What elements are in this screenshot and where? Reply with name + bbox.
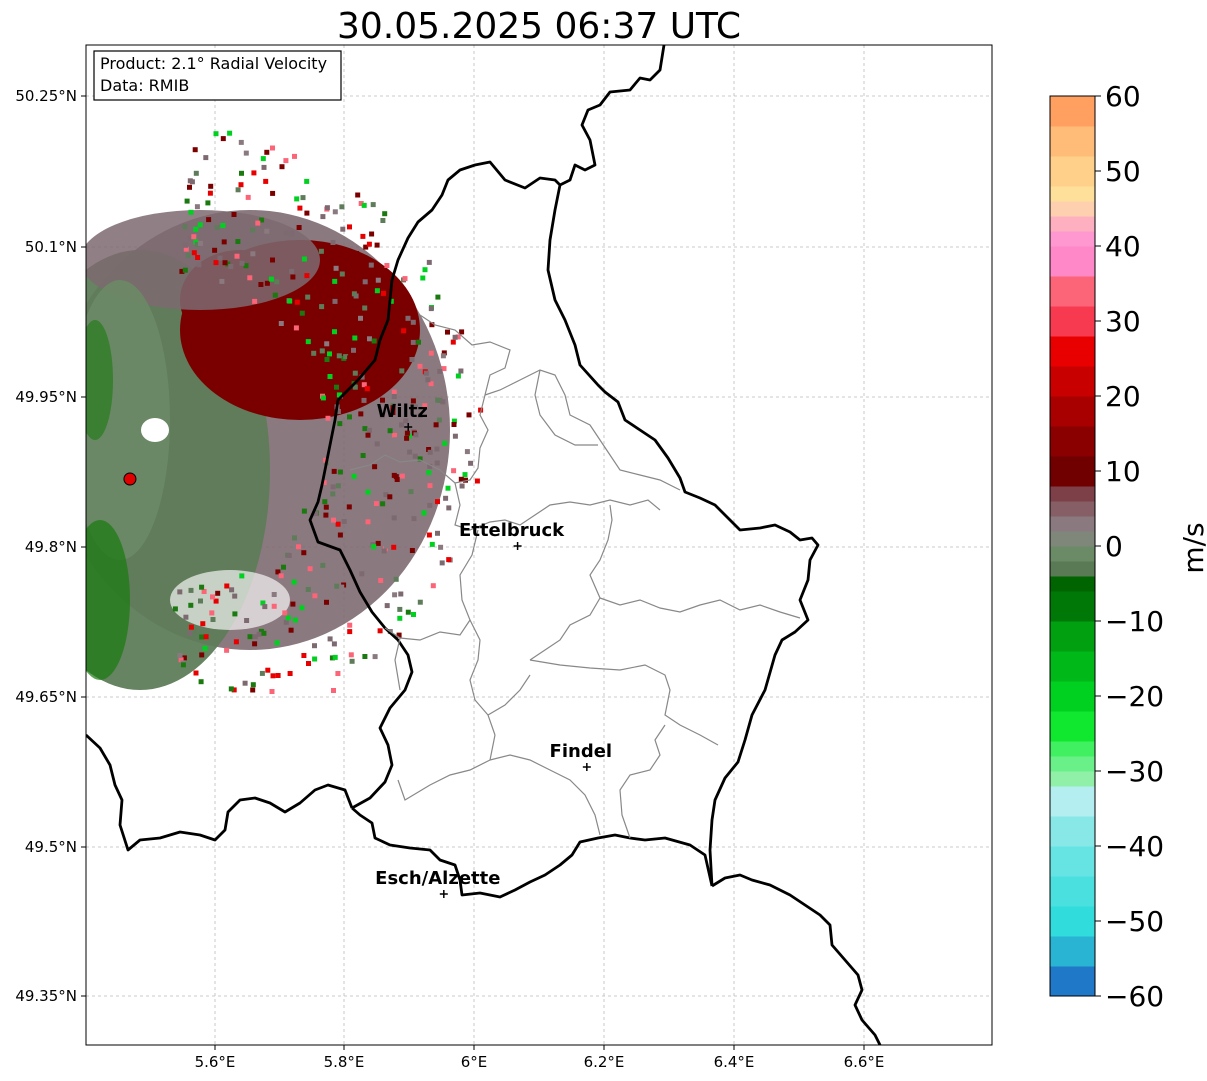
colorbar-tick-label: 60 xyxy=(1105,80,1141,113)
colorbar-swatch xyxy=(1050,756,1095,772)
colorbar-swatch xyxy=(1050,216,1095,232)
x-tick-label: 6°E xyxy=(461,1053,488,1071)
colorbar-swatch xyxy=(1050,591,1095,622)
colorbar-scale xyxy=(1050,96,1095,997)
y-tick-label: 49.65°N xyxy=(15,688,77,706)
x-axis: 5.6°E 5.8°E 6°E 6.2°E 6.4°E 6.6°E xyxy=(195,1045,885,1071)
colorbar-swatch xyxy=(1050,186,1095,202)
echo-region-strong-inbound-2 xyxy=(86,320,113,440)
colorbar-swatch xyxy=(1050,516,1095,532)
colorbar-swatch xyxy=(1050,846,1095,877)
colorbar-swatch xyxy=(1050,126,1095,157)
colorbar-tick-label: −30 xyxy=(1105,755,1164,788)
city-label: Ettelbruck xyxy=(459,520,565,541)
colorbar-swatch xyxy=(1050,486,1095,502)
city-ettelbruck: Ettelbruck xyxy=(459,520,565,550)
colorbar-swatch xyxy=(1050,246,1095,277)
colorbar-swatch xyxy=(1050,711,1095,742)
colorbar-tick-label: 10 xyxy=(1105,455,1141,488)
city-label: Findel xyxy=(550,741,613,762)
y-axis: 50.25°N 50.1°N 49.95°N 49.8°N 49.65°N 49.5°N 4… xyxy=(15,87,86,1005)
x-tick-label: 6.4°E xyxy=(714,1053,755,1071)
colorbar-tick-label: −10 xyxy=(1105,605,1164,638)
x-tick-label: 5.8°E xyxy=(324,1053,365,1071)
colorbar-swatch xyxy=(1050,366,1095,397)
colorbar-swatch xyxy=(1050,96,1095,127)
y-tick-label: 49.8°N xyxy=(25,538,77,556)
colorbar-swatch xyxy=(1050,906,1095,937)
colorbar-swatch xyxy=(1050,501,1095,517)
colorbar-swatch xyxy=(1050,651,1095,682)
city-markers: Wiltz Ettelbruck Findel Esch/Alzette xyxy=(375,401,612,898)
colorbar-tick-label: 30 xyxy=(1105,305,1141,338)
canton-borders xyxy=(349,314,801,839)
city-label: Esch/Alzette xyxy=(375,868,500,889)
y-tick-label: 50.1°N xyxy=(25,238,77,256)
colorbar-swatch xyxy=(1050,426,1095,457)
city-label: Wiltz xyxy=(377,401,428,422)
colorbar-tick-label: −20 xyxy=(1105,680,1164,713)
colorbar-swatch xyxy=(1050,816,1095,847)
colorbar-swatch xyxy=(1050,456,1095,487)
colorbar-swatch xyxy=(1050,546,1095,562)
colorbar-swatch xyxy=(1050,576,1095,592)
y-tick-label: 49.95°N xyxy=(15,388,77,406)
colorbar-swatch xyxy=(1050,396,1095,427)
y-tick-label: 50.25°N xyxy=(15,87,77,105)
colorbar-tick-label: −40 xyxy=(1105,830,1164,863)
radar-site-marker xyxy=(123,472,137,486)
chart-title: 30.05.2025 06:37 UTC xyxy=(337,6,741,47)
colorbar-tick-label: 0 xyxy=(1105,530,1123,563)
colorbar-swatch xyxy=(1050,231,1095,247)
colorbar-swatch xyxy=(1050,531,1095,547)
info-data-source: Data: RMIB xyxy=(100,76,189,95)
y-tick-label: 49.35°N xyxy=(15,987,77,1005)
colorbar-swatch xyxy=(1050,936,1095,967)
colorbar-swatch xyxy=(1050,621,1095,652)
colorbar-ticks: 60 50 40 30 20 10 0 −10 −20 −30 −40 −50 −60 xyxy=(1095,80,1164,1013)
colorbar-swatch xyxy=(1050,681,1095,712)
colorbar-swatch xyxy=(1050,201,1095,217)
city-wiltz: Wiltz xyxy=(377,401,428,431)
colorbar-swatch xyxy=(1050,336,1095,367)
colorbar-swatch xyxy=(1050,276,1095,307)
echo-speckle xyxy=(172,130,484,694)
colorbar-tick-label: −60 xyxy=(1105,980,1164,1013)
city-findel: Findel xyxy=(550,741,613,771)
radar-cone-of-silence xyxy=(141,418,169,442)
colorbar-swatch xyxy=(1050,876,1095,907)
x-tick-label: 6.2°E xyxy=(584,1053,625,1071)
colorbar-tick-label: 20 xyxy=(1105,380,1141,413)
colorbar-tick-label: 50 xyxy=(1105,155,1141,188)
radar-velocity-field xyxy=(86,130,484,694)
info-product: Product: 2.1° Radial Velocity xyxy=(100,54,327,73)
colorbar-swatch xyxy=(1050,561,1095,577)
y-tick-label: 49.5°N xyxy=(25,838,77,856)
colorbar-swatch xyxy=(1050,771,1095,787)
colorbar-swatch xyxy=(1050,306,1095,337)
x-tick-label: 6.6°E xyxy=(844,1053,885,1071)
colorbar-swatch xyxy=(1050,966,1095,997)
map-frame xyxy=(85,44,993,1046)
colorbar-tick-label: −50 xyxy=(1105,905,1164,938)
colorbar-swatch xyxy=(1050,741,1095,757)
info-box: Product: 2.1° Radial Velocity Data: RMIB xyxy=(93,50,342,101)
echo-region-strong-inbound xyxy=(86,520,130,680)
colorbar-swatch xyxy=(1050,786,1095,817)
colorbar-tick-label: 40 xyxy=(1105,230,1141,263)
city-esch-alzette: Esch/Alzette xyxy=(375,868,500,898)
colorbar-swatch xyxy=(1050,156,1095,187)
map-panel: Wiltz Ettelbruck Findel Esch/Alzette Produc… xyxy=(15,44,993,1071)
x-tick-label: 5.6°E xyxy=(195,1053,236,1071)
colorbar: 60 50 40 30 20 10 0 −10 −20 −30 −40 −50 −60 m/s xyxy=(1049,80,1207,1013)
colorbar-label: m/s xyxy=(1177,522,1207,573)
country-borders xyxy=(86,45,882,1045)
echo-gap xyxy=(170,570,290,630)
